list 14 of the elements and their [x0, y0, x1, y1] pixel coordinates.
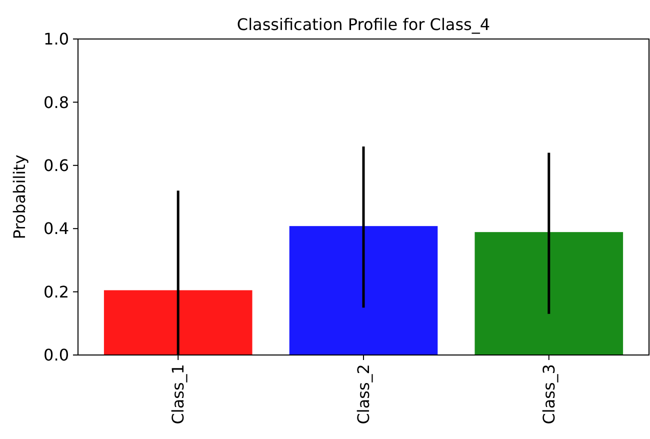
y-tick-label: 0.0 — [44, 346, 69, 365]
x-tick-label: Class_3 — [539, 364, 558, 424]
y-tick-label: 0.8 — [44, 92, 69, 112]
x-tick-label: Class_1 — [168, 364, 188, 424]
bar — [104, 290, 252, 355]
x-tick-label: Class_2 — [354, 364, 374, 424]
bar — [289, 226, 438, 355]
y-tick-label: 0.6 — [44, 156, 69, 175]
y-tick-label: 0.4 — [44, 219, 69, 238]
y-axis-title: Probability — [10, 154, 29, 240]
y-tick-label: 1.0 — [44, 30, 69, 49]
y-tick-label: 0.2 — [44, 282, 69, 302]
chart-title: Classification Profile for Class_4 — [236, 15, 490, 34]
bar — [474, 232, 624, 355]
